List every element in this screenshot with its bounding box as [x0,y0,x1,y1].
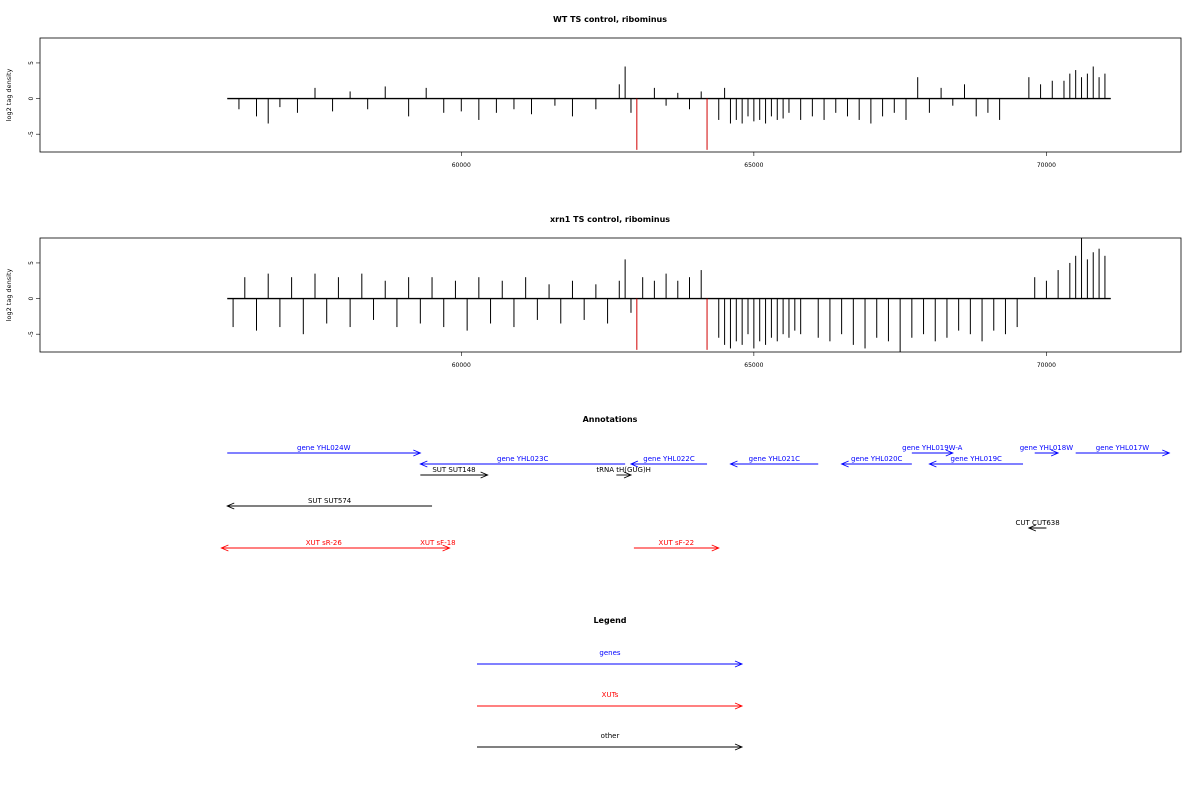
annotation-label: XUT sF-18 [420,539,456,547]
legend-panel: Legend genes XUTs other [477,616,744,751]
annotation-feature: gene YHL018W [1020,444,1074,457]
annotation-label: gene YHL023C [497,455,549,463]
xrn1-axis-ticks: 60000 65000 70000 5 0 -5 [28,261,1056,369]
legend-label: XUTs [602,691,619,699]
annotation-features: gene YHL024W gene YHL023C tRNA tH(GUG)H gen… [220,444,1171,552]
legend-entry: other [477,732,744,751]
wt-track-title: WT TS control, ribominus [553,15,667,24]
xrn1-y-axis-label: log2 tag density [5,269,13,322]
annotation-feature: gene YHL019W-A [902,444,963,457]
xrn1-plot-frame [39,237,1182,353]
annotation-arrow-head [1027,524,1037,532]
annotation-label: gene YHL017W [1096,444,1150,452]
annotation-arrow-head [629,460,639,468]
annotation-feature: gene YHL024W [227,444,422,457]
annotation-arrow-head [413,449,422,457]
annotation-label: gene YHL019W-A [902,444,963,452]
legend-entry: XUTs [477,691,744,710]
wt-y-tick-label: 5 [28,61,35,65]
annotation-feature: gene YHL017W [1075,444,1171,457]
annotation-arrow-head [1162,449,1171,457]
annotation-feature: SUT SUT574 [226,497,433,510]
legend-entry: genes [477,649,744,668]
annotation-arrow-head [928,460,937,468]
annotation-feature: gene YHL021C [729,455,819,468]
wt-x-tick-label: 70000 [1037,162,1056,169]
annotation-arrow-head [1050,449,1060,457]
annotations-panel: Annotations gene YHL024W gene YHL023C tRNA… [220,415,1171,552]
wt-y-axis-label: log2 tag density [5,69,13,122]
xrn1-y-tick-label: 0 [28,296,35,300]
annotation-arrow-head [220,544,229,552]
wt-signal-bars [227,66,1111,124]
wt-feature-markers [636,98,708,150]
annotation-arrow-head [711,544,720,552]
annotation-feature: CUT CUT638 [1016,519,1060,532]
annotation-feature: gene YHL022C [629,455,708,468]
annotation-feature: XUT sF-22 [633,539,720,552]
annotation-label: gene YHL020C [851,455,903,463]
legend-label: genes [599,649,620,657]
xrn1-x-tick-label: 70000 [1037,362,1056,369]
legend-arrow-head [734,702,744,710]
legend-title: Legend [593,616,626,625]
annotation-arrow-head [840,460,849,468]
annotation-label: gene YHL024W [297,444,351,452]
wt-x-tick-label: 65000 [744,162,763,169]
xrn1-x-tick-label: 60000 [452,362,471,369]
annotation-label: gene YHL018W [1020,444,1074,452]
wt-y-tick-label: 0 [28,96,35,100]
annotation-label: XUT sF-22 [659,539,695,547]
wt-plot-frame [39,37,1182,153]
xrn1-y-tick-label: 5 [28,261,35,265]
xrn1-signal-bars [227,238,1111,352]
annotation-label: CUT CUT638 [1016,519,1060,527]
legend-label: other [601,732,620,740]
annotation-arrow-head [442,544,451,552]
annotation-label: gene YHL021C [749,455,801,463]
annotation-feature: XUT sR-26 [220,539,427,552]
annotation-arrow-head [226,502,235,510]
annotation-feature: XUT sF-18 [420,539,456,552]
annotation-arrow-head [419,460,428,468]
annotation-label: SUT SUT148 [432,466,475,474]
wt-track-panel: WT TS control, ribominus log2 tag densit… [5,15,1182,169]
legend-entries: genes XUTs other [477,649,744,751]
annotation-arrow-head [480,471,489,479]
annotation-label: XUT sR-26 [306,539,343,547]
xrn1-y-tick-label: -5 [28,331,35,337]
wt-y-tick-label: -5 [28,131,35,137]
annotation-arrow-head [623,471,633,479]
wt-x-tick-label: 60000 [452,162,471,169]
xrn1-track-panel: xrn1 TS control, ribominus log2 tag dens… [5,215,1182,369]
annotations-title: Annotations [583,415,638,424]
annotation-label: tRNA tH(GUG)H [596,466,651,474]
annotation-arrow-head [945,449,954,457]
annotation-arrow-head [729,460,738,468]
xrn1-x-tick-label: 65000 [744,362,763,369]
annotation-label: gene YHL019C [951,455,1003,463]
annotation-feature: gene YHL020C [840,455,912,468]
legend-arrow-head [734,743,744,751]
annotation-label: SUT SUT574 [308,497,352,505]
annotation-feature: tRNA tH(GUG)H [596,466,651,479]
legend-arrow-head [734,660,744,668]
xrn1-feature-markers [636,298,708,350]
annotation-feature: gene YHL023C [419,455,626,468]
xrn1-track-title: xrn1 TS control, ribominus [550,215,670,224]
annotation-feature: gene YHL019C [928,455,1024,468]
annotation-label: gene YHL022C [643,455,695,463]
annotation-feature: SUT SUT148 [420,466,489,479]
wt-axis-ticks: 60000 65000 70000 5 0 -5 [28,61,1056,169]
